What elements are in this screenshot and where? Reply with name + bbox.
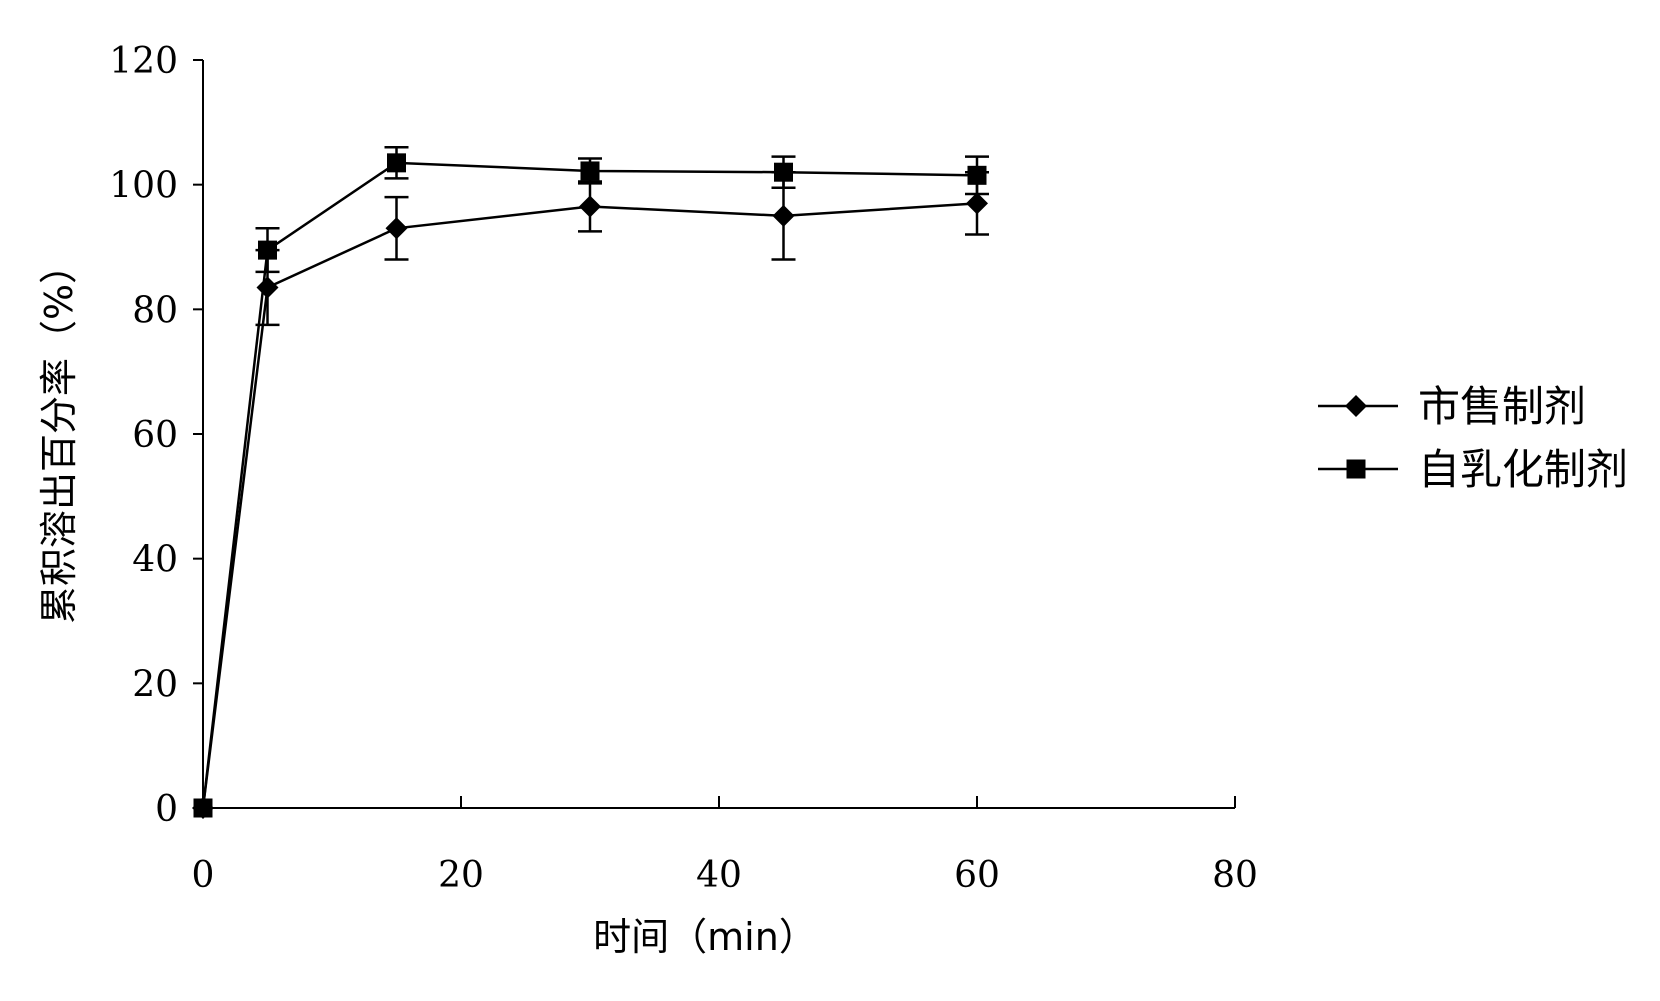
data-point: [387, 153, 406, 173]
y-tick-label: 20: [132, 664, 178, 705]
data-point: [193, 798, 213, 818]
x-tick-labels: 0 20 40 60 80: [192, 855, 1258, 896]
x-tick-label: 40: [696, 855, 742, 896]
data-point: [967, 165, 987, 185]
y-tick-label: 120: [109, 41, 178, 82]
data-point: [774, 162, 793, 182]
data-point: [772, 204, 795, 227]
legend-marker: [1346, 459, 1366, 479]
x-tick-label: 60: [954, 855, 1000, 896]
x-tick-label: 20: [438, 855, 484, 896]
y-tick-label: 80: [132, 290, 178, 331]
series-2: [193, 146, 989, 818]
data-point: [966, 192, 988, 215]
legend-label: 市售制剂: [1418, 382, 1586, 431]
y-tick-labels: 0 20 40 60 80 100 120: [109, 41, 178, 830]
x-tick-label: 0: [192, 855, 215, 896]
series-1: [192, 170, 989, 819]
data-point: [580, 161, 600, 181]
plot-area: [192, 146, 989, 819]
x-tick-label: 80: [1212, 855, 1258, 896]
legend-marker: [1345, 395, 1367, 417]
data-point: [385, 217, 408, 240]
legend-label: 自乳化制剂: [1418, 445, 1628, 494]
legend-entry: 自乳化制剂: [1318, 445, 1628, 494]
y-tick-label: 60: [132, 415, 178, 456]
y-axis-title: 累积溶出百分率（%）: [37, 246, 81, 624]
y-tick-label: 100: [109, 166, 178, 207]
data-point: [256, 276, 279, 299]
legend-entry: 市售制剂: [1318, 382, 1586, 431]
axes: [193, 59, 1236, 809]
series-line: [201, 202, 978, 809]
data-point: [258, 240, 277, 260]
y-tick-label: 40: [132, 540, 178, 581]
data-point: [579, 195, 601, 218]
series-line: [201, 161, 978, 809]
y-tick-label: 0: [155, 789, 178, 830]
x-axis-title: 时间（min）: [593, 915, 817, 959]
